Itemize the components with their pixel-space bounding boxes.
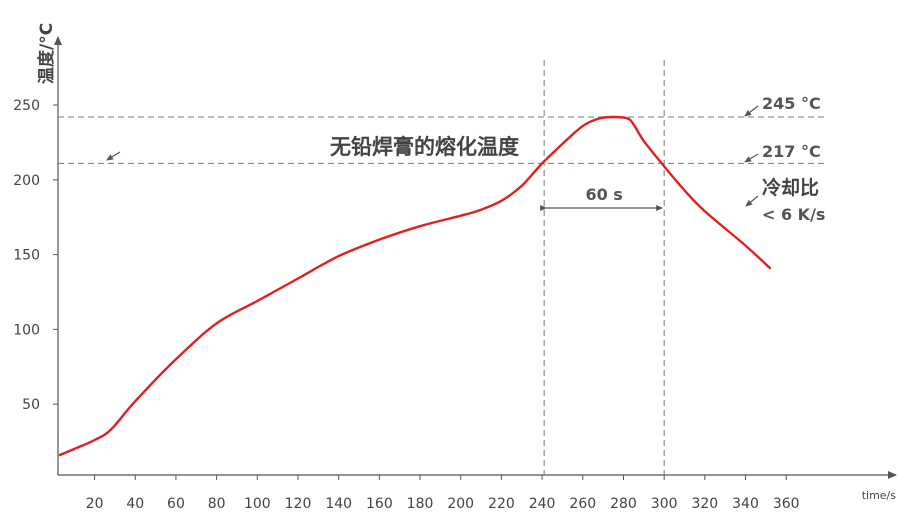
- x-tick-label: 360: [773, 496, 800, 512]
- duration-label: 60 s: [585, 185, 622, 204]
- y-ticks: 50 100 150 200 250: [13, 98, 58, 413]
- y-tick-label: 50: [22, 397, 40, 413]
- x-tick-label: 260: [569, 496, 596, 512]
- x-tick-label: 40: [126, 496, 144, 512]
- y-tick-label: 100: [13, 322, 40, 338]
- peak-temperature-arrow: [744, 105, 759, 117]
- y-axis-label: 温度/°C: [36, 23, 57, 84]
- x-tick-label: 120: [285, 496, 312, 512]
- y-tick-label: 150: [13, 248, 40, 264]
- cooling-rate-arrow: [745, 195, 759, 207]
- cooling-rate-value: < 6 K/s: [762, 205, 825, 224]
- x-tick-label: 20: [86, 496, 104, 512]
- melting-point-label: 217 °C: [762, 142, 821, 161]
- y-tick-label: 200: [13, 173, 40, 189]
- x-tick-label: 280: [610, 496, 637, 512]
- x-tick-label: 160: [366, 496, 393, 512]
- y-tick-label: 250: [13, 98, 40, 114]
- x-tick-label: 80: [208, 496, 226, 512]
- x-tick-label: 220: [488, 496, 515, 512]
- x-tick-label: 320: [691, 496, 718, 512]
- x-tick-label: 60: [167, 496, 185, 512]
- reference-lines: [58, 60, 828, 475]
- x-axis-label: time/s: [862, 489, 897, 502]
- x-tick-label: 240: [529, 496, 556, 512]
- series-layer: [58, 115, 772, 457]
- axes: [54, 36, 897, 479]
- x-tick-label: 340: [732, 496, 759, 512]
- x-tick-label: 200: [447, 496, 474, 512]
- x-tick-label: 140: [325, 496, 352, 512]
- temperature-profile-line: [58, 115, 772, 457]
- x-tick-label: 300: [651, 496, 678, 512]
- melting-point-arrow: [744, 153, 759, 163]
- x-tick-label: 180: [407, 496, 434, 512]
- melting-arrow: [106, 151, 121, 161]
- duration-span: 60 s: [540, 185, 664, 211]
- x-tick-label: 100: [244, 496, 271, 512]
- peak-temperature-label: 245 °C: [762, 94, 821, 113]
- cooling-rate-title: 冷却比: [762, 176, 819, 199]
- x-ticks: 20 40 60 80 100 120 140 160 180 200 220 240 260 280 30…: [86, 475, 800, 512]
- melting-temperature-label: 无铅焊膏的熔化温度: [330, 135, 519, 159]
